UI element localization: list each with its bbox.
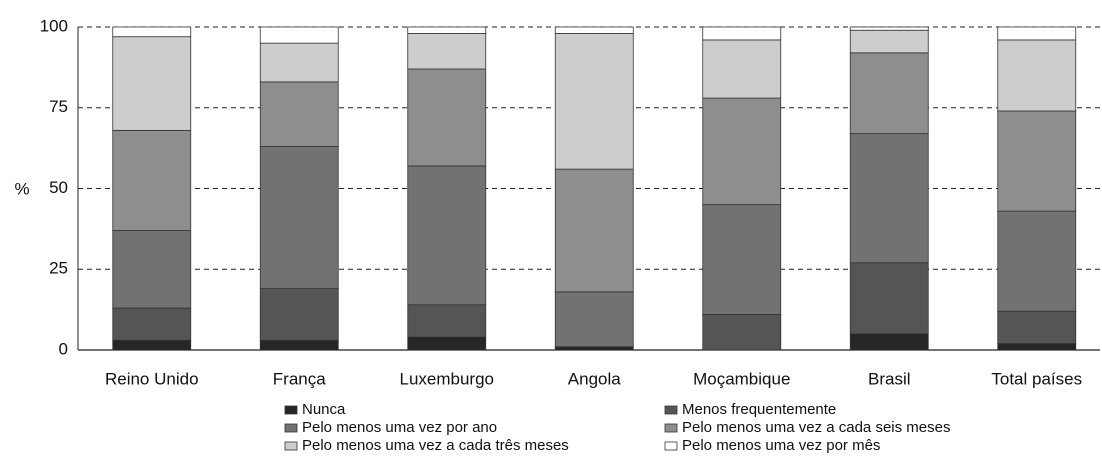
bar-segment bbox=[554, 168, 634, 293]
bar-segment bbox=[849, 29, 929, 54]
legend-swatch bbox=[284, 405, 298, 415]
bar-segment bbox=[554, 346, 634, 351]
legend-swatch bbox=[664, 441, 678, 451]
bar-segment bbox=[112, 339, 192, 351]
bar-segment bbox=[849, 333, 929, 351]
bar-segment bbox=[112, 36, 192, 131]
bar-segment bbox=[407, 165, 487, 306]
y-tick-label: 50 bbox=[49, 178, 68, 197]
legend-label: Pelo menos uma vez por mês bbox=[682, 437, 880, 454]
bar-segment bbox=[849, 52, 929, 134]
legend-swatch bbox=[284, 441, 298, 451]
y-tick-label: 100 bbox=[40, 16, 68, 35]
legend-swatch bbox=[664, 405, 678, 415]
bar-segment bbox=[259, 42, 339, 83]
bar-segment bbox=[407, 26, 487, 34]
bar-segment bbox=[112, 26, 192, 38]
bar-segment bbox=[259, 26, 339, 44]
bar-segment bbox=[407, 68, 487, 167]
bar-segment bbox=[112, 230, 192, 309]
bar-segment bbox=[702, 39, 782, 99]
x-tick-label: Reino Unido bbox=[105, 369, 199, 388]
bar-segment bbox=[259, 339, 339, 351]
legend-swatch bbox=[664, 423, 678, 433]
bar-segment bbox=[259, 288, 339, 341]
bar-segment bbox=[259, 81, 339, 147]
bar-segment bbox=[702, 314, 782, 351]
x-tick-label: Brasil bbox=[868, 369, 911, 388]
bar-segment bbox=[849, 26, 929, 31]
bar-segment bbox=[112, 129, 192, 231]
bar-segment bbox=[702, 97, 782, 206]
bar-segment bbox=[849, 262, 929, 335]
x-tick-label: Luxemburgo bbox=[399, 369, 494, 388]
bar-segment bbox=[407, 304, 487, 338]
bar-segment bbox=[997, 26, 1077, 41]
x-tick-label: Total países bbox=[991, 369, 1082, 388]
bar-segment bbox=[702, 204, 782, 315]
bar-segment bbox=[259, 146, 339, 290]
legend-label: Menos frequentemente bbox=[682, 401, 836, 418]
bar-segment bbox=[112, 307, 192, 341]
y-tick-label: 0 bbox=[59, 339, 68, 358]
x-tick-label: França bbox=[273, 369, 326, 388]
bar-segment bbox=[849, 133, 929, 264]
bar-segment bbox=[407, 336, 487, 351]
bar-segment bbox=[702, 26, 782, 41]
legend-label: Pelo menos uma vez a cada seis meses bbox=[682, 419, 950, 436]
bar-segment bbox=[997, 39, 1077, 112]
x-tick-label: Angola bbox=[568, 369, 621, 388]
bar-segment bbox=[997, 310, 1077, 344]
legend-label: Pelo menos uma vez a cada três meses bbox=[302, 437, 569, 454]
bar-segment bbox=[554, 33, 634, 170]
bar-segment bbox=[554, 291, 634, 348]
y-tick-label: 25 bbox=[49, 259, 68, 278]
y-tick-label: 75 bbox=[49, 97, 68, 116]
bar-segment bbox=[997, 210, 1077, 312]
legend-label: Nunca bbox=[302, 401, 346, 418]
legend-swatch bbox=[284, 423, 298, 433]
bar-segment bbox=[407, 33, 487, 70]
legend-label: Pelo menos uma vez por ano bbox=[302, 419, 497, 436]
bar-segment bbox=[997, 110, 1077, 212]
bar-segment bbox=[554, 26, 634, 34]
y-axis-label: % bbox=[14, 179, 29, 198]
x-tick-label: Moçambique bbox=[693, 369, 790, 388]
bar-segment bbox=[997, 343, 1077, 351]
